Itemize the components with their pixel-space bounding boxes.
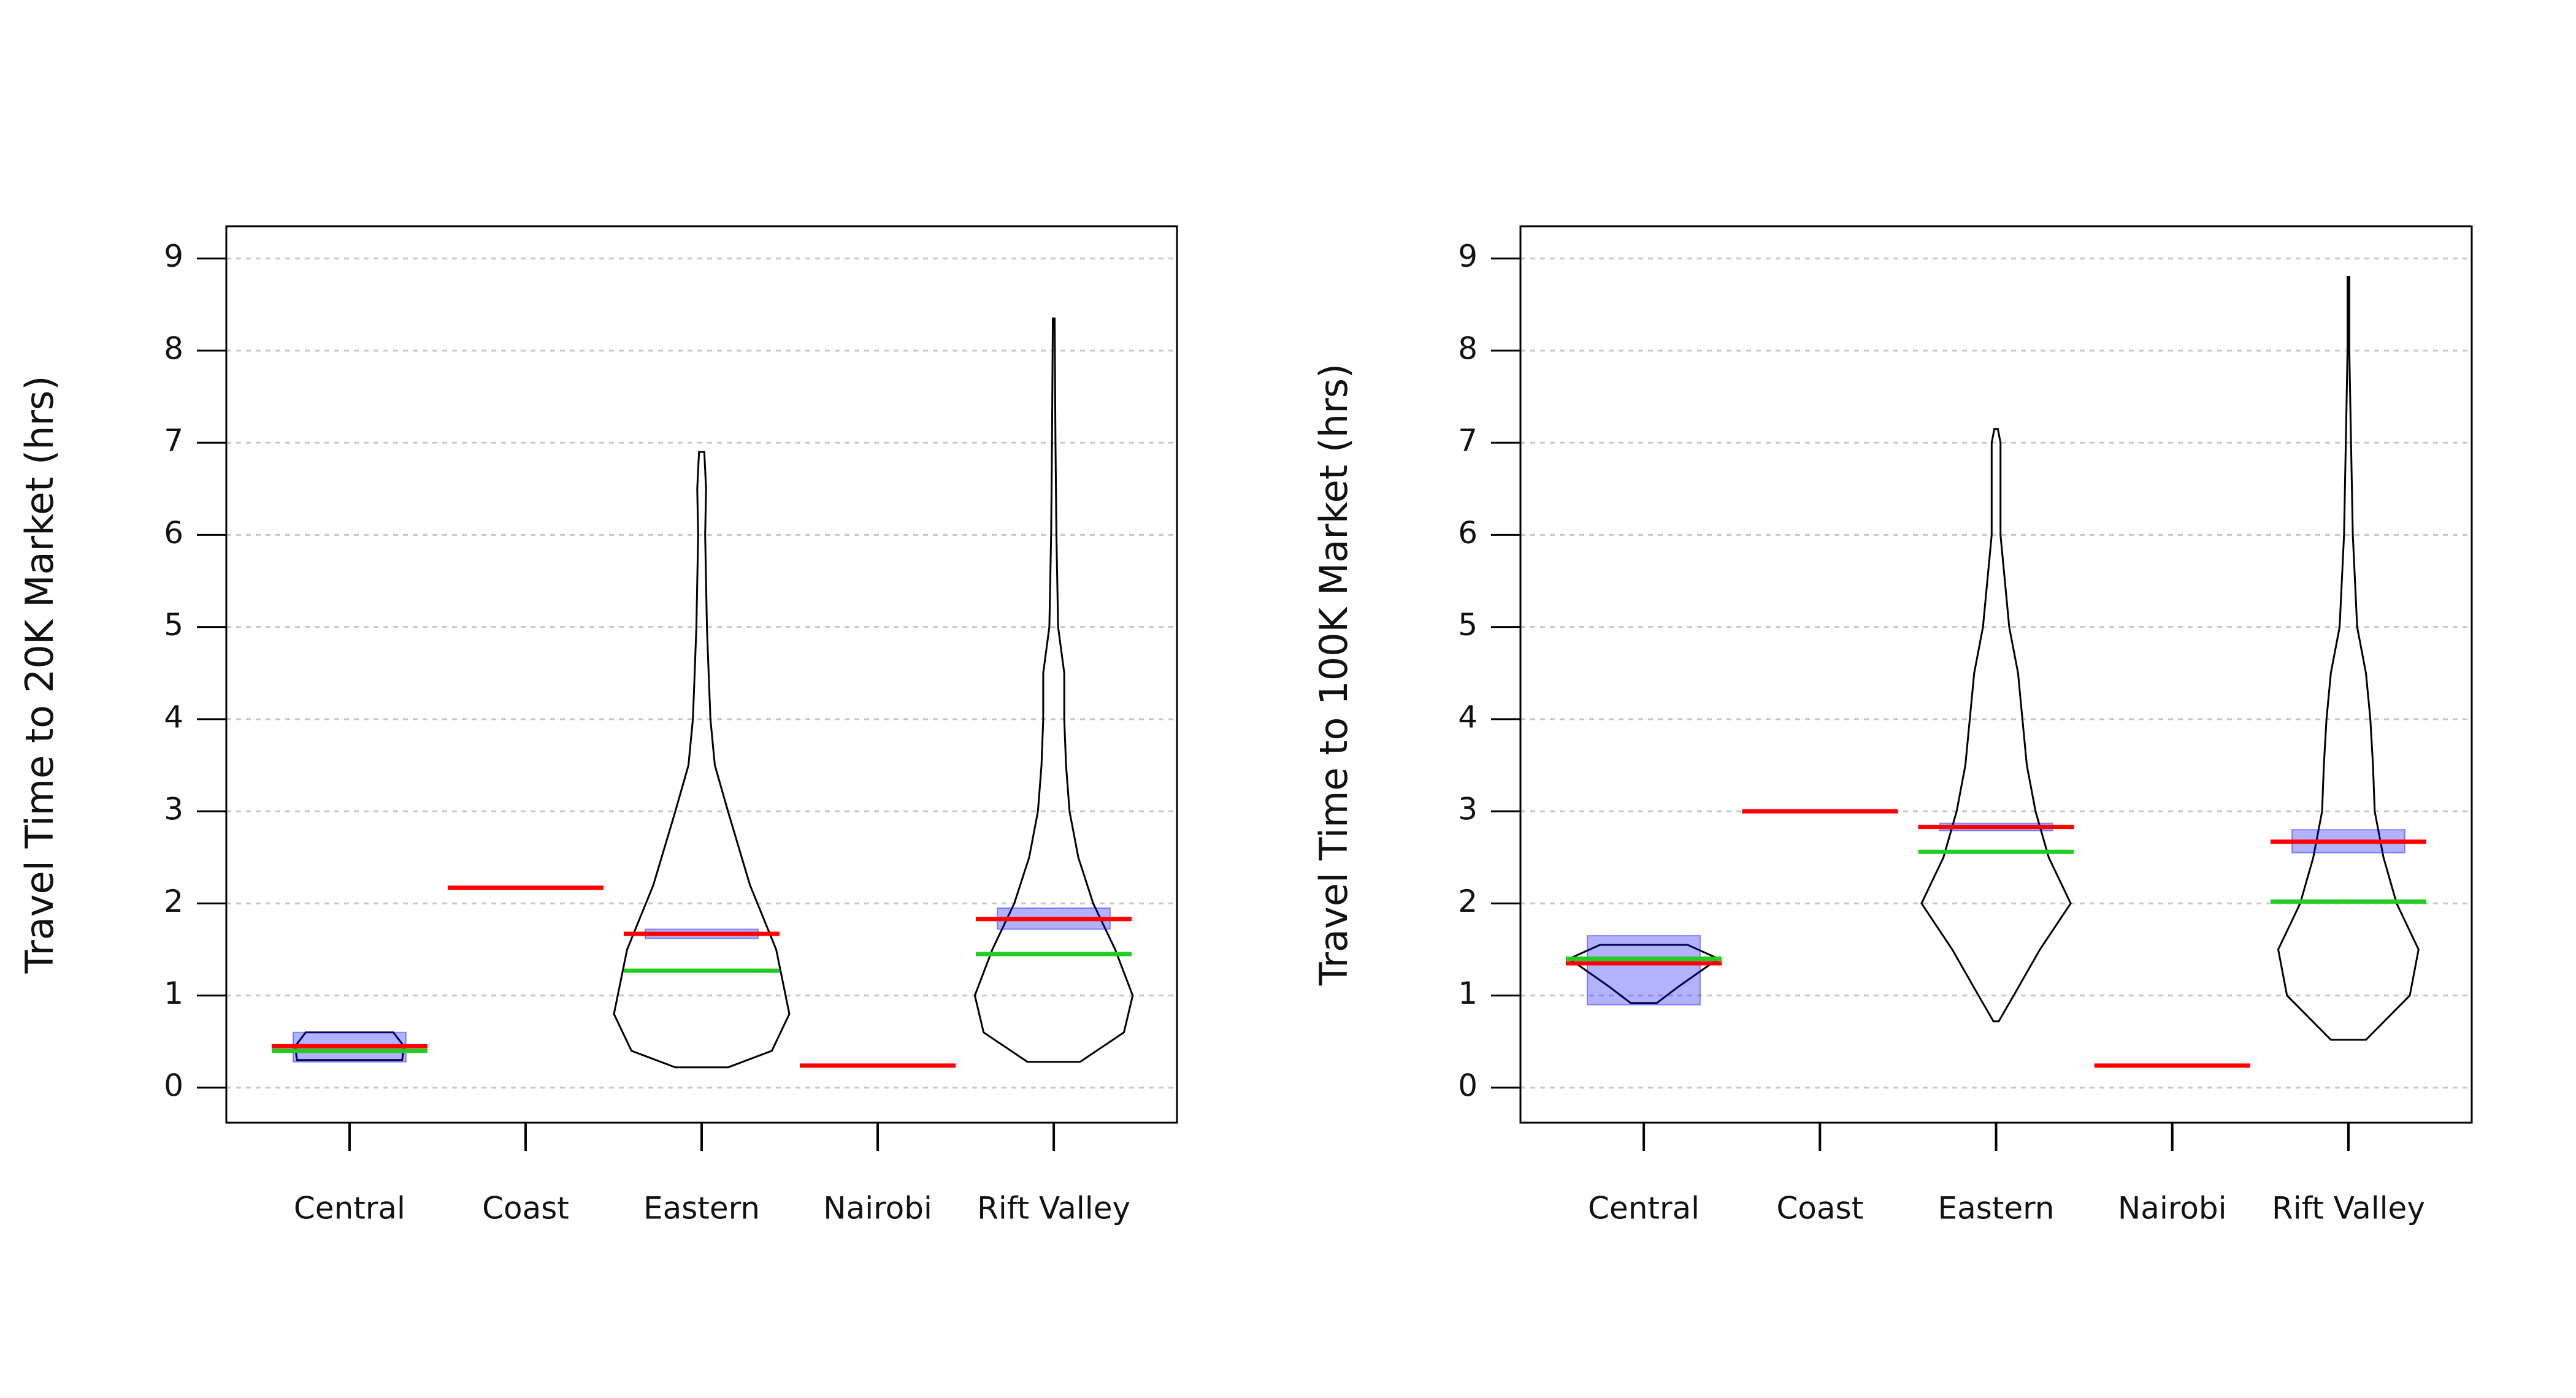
y-tick-label: 2 — [164, 884, 183, 919]
x-tick-label: Coast — [482, 1191, 569, 1226]
plot-frame — [225, 225, 1178, 1124]
x-tick-label: Central — [1588, 1191, 1700, 1226]
y-tick-label: 8 — [164, 330, 183, 366]
violin — [973, 317, 1134, 1063]
y-tick-label: 7 — [1458, 423, 1478, 459]
x-tick-label: Rift Valley — [2272, 1191, 2425, 1226]
y-tick-label: 3 — [1458, 792, 1478, 827]
y-tick-label: 6 — [1458, 515, 1478, 551]
ci-box — [1587, 934, 1701, 1006]
y-tick-label: 9 — [164, 239, 183, 274]
y-tick-label: 8 — [1458, 330, 1478, 366]
y-tick-label: 9 — [1458, 239, 1478, 274]
y-tick-label: 1 — [164, 976, 183, 1011]
y-tick-label: 2 — [1458, 884, 1478, 919]
x-tick-label: Coast — [1776, 1191, 1863, 1226]
x-tick-label: Central — [294, 1191, 405, 1226]
plot-frame — [1519, 225, 2473, 1124]
y-tick-label: 5 — [1458, 607, 1478, 643]
y-tick-label: 7 — [164, 423, 183, 459]
y-axis-label: Travel Time to 20K Market (hrs) — [17, 376, 62, 974]
y-tick-label: 1 — [1458, 976, 1478, 1011]
x-tick-label: Nairobi — [823, 1191, 932, 1226]
x-tick-label: Eastern — [643, 1191, 760, 1226]
y-tick-label: 6 — [164, 515, 183, 551]
y-tick-label: 0 — [164, 1068, 183, 1103]
x-tick-label: Nairobi — [2118, 1191, 2227, 1226]
y-tick-label: 0 — [1458, 1068, 1478, 1103]
violin — [1920, 428, 2072, 1023]
y-axis-label: Travel Time to 100K Market (hrs) — [1311, 364, 1356, 986]
y-tick-label: 4 — [1458, 699, 1478, 735]
violin — [2277, 276, 2420, 1041]
x-tick-label: Eastern — [1938, 1191, 2054, 1226]
violin — [1567, 944, 1720, 1004]
violin — [613, 451, 791, 1069]
y-tick-label: 5 — [164, 607, 183, 643]
y-tick-label: 3 — [164, 792, 183, 827]
x-tick-label: Rift Valley — [977, 1191, 1130, 1226]
y-tick-label: 4 — [164, 699, 183, 735]
